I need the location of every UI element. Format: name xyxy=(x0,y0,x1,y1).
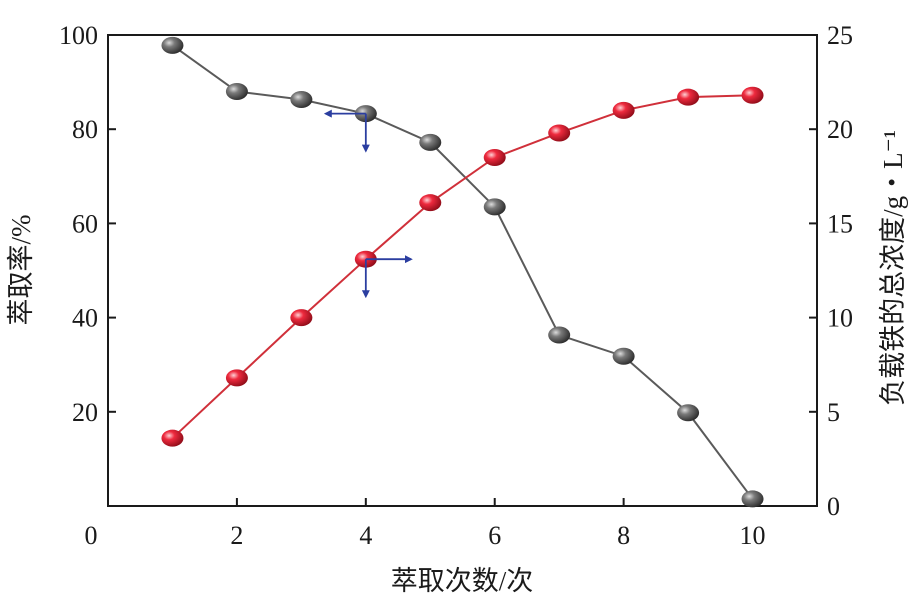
series-point-right xyxy=(290,309,313,327)
y-left-tick-label: 100 xyxy=(59,21,98,50)
series-point-left xyxy=(677,404,700,422)
series-point-right xyxy=(741,86,764,104)
y-right-tick-label: 5 xyxy=(827,398,840,427)
y-left-tick-label: 60 xyxy=(72,209,98,238)
x-tick-label: 8 xyxy=(617,521,630,550)
series-layer xyxy=(161,36,764,508)
y-right-tick-label: 25 xyxy=(827,21,853,50)
y-right-tick-label: 0 xyxy=(827,492,840,521)
series-point-right xyxy=(612,101,635,119)
series-point-right xyxy=(677,88,700,106)
x-tick-label: 2 xyxy=(230,521,243,550)
y-right-tick-label: 20 xyxy=(827,115,853,144)
annotation-layer xyxy=(323,109,413,299)
y-left-tick-label: 80 xyxy=(72,115,98,144)
y-axis-left-title: 萃取率/% xyxy=(6,215,36,326)
y-left-tick-label: 40 xyxy=(72,304,98,333)
series-point-right xyxy=(225,369,248,387)
series-point-right xyxy=(548,124,571,142)
series-point-left xyxy=(290,91,313,109)
x-tick-label: 6 xyxy=(488,521,501,550)
x-tick-label: 4 xyxy=(359,521,372,550)
y-right-tick-label: 15 xyxy=(827,209,853,238)
series-line-right xyxy=(171,94,753,439)
series-line-left xyxy=(171,44,754,500)
series-point-left xyxy=(741,490,764,508)
axis-layer: 0 2 4 6 8 10 20 40 60 80 100 0 5 10 15 20 25 xyxy=(59,21,853,550)
x-tick-label: 0 xyxy=(85,521,98,550)
series-point-left xyxy=(225,83,248,101)
series-point-left xyxy=(419,133,442,151)
series-point-left xyxy=(483,198,506,216)
y-left-tick-label: 20 xyxy=(72,398,98,427)
series-point-left xyxy=(612,347,635,365)
x-tick-label: 10 xyxy=(740,521,766,550)
series-point-left xyxy=(161,36,184,54)
series-point-right xyxy=(161,429,184,447)
series-point-right xyxy=(419,194,442,212)
y-right-tick-label: 10 xyxy=(827,304,853,333)
series-point-right xyxy=(483,148,506,166)
plot-frame xyxy=(107,34,818,507)
x-axis-title: 萃取次数/次 xyxy=(391,566,534,596)
series-point-left xyxy=(548,326,571,344)
y-axis-right-title: 负载铁的总浓度/g・L⁻¹ xyxy=(878,130,908,406)
